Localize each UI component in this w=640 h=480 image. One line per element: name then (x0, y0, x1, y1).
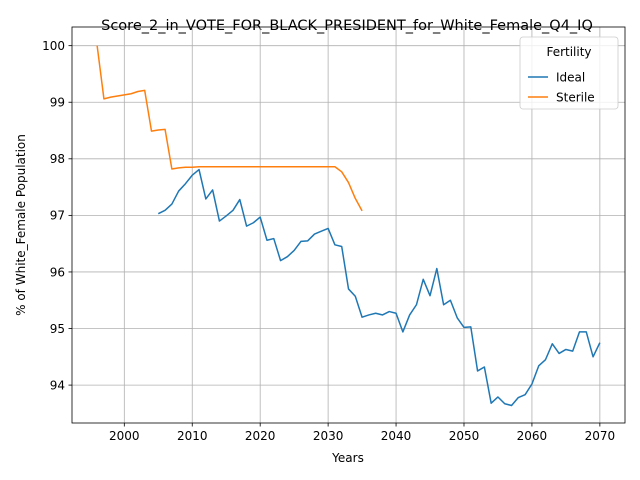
chart-title: Score_2_in_VOTE_FOR_BLACK_PRESIDENT_for_… (101, 18, 593, 34)
x-tick-label: 2050 (449, 429, 480, 443)
legend: Fertility Ideal Sterile (520, 37, 618, 109)
y-tick-label: 94 (50, 378, 65, 392)
legend-title: Fertility (546, 45, 591, 59)
series-line-sterile (97, 46, 362, 211)
x-tick-label: 2010 (177, 429, 208, 443)
x-tick-label: 2040 (381, 429, 412, 443)
legend-label-sterile: Sterile (556, 90, 595, 104)
series-line-ideal (158, 170, 600, 406)
y-tick-label: 96 (50, 265, 65, 279)
x-axis-ticks: 2000 2010 2020 2030 2040 2050 2060 2070 (109, 423, 615, 443)
x-tick-label: 2000 (109, 429, 140, 443)
y-tick-label: 98 (50, 152, 65, 166)
legend-label-ideal: Ideal (556, 70, 585, 84)
x-tick-label: 2020 (245, 429, 276, 443)
y-axis-ticks: 94 95 96 97 98 99 100 (42, 39, 72, 392)
y-tick-label: 100 (42, 39, 65, 53)
y-axis-label: % of White_Female Population (14, 134, 28, 316)
x-tick-label: 2070 (585, 429, 616, 443)
x-axis-label: Years (331, 451, 364, 465)
y-tick-label: 97 (50, 209, 65, 223)
y-tick-label: 95 (50, 322, 65, 336)
x-tick-label: 2060 (517, 429, 548, 443)
y-tick-label: 99 (50, 96, 65, 110)
x-tick-label: 2030 (313, 429, 344, 443)
